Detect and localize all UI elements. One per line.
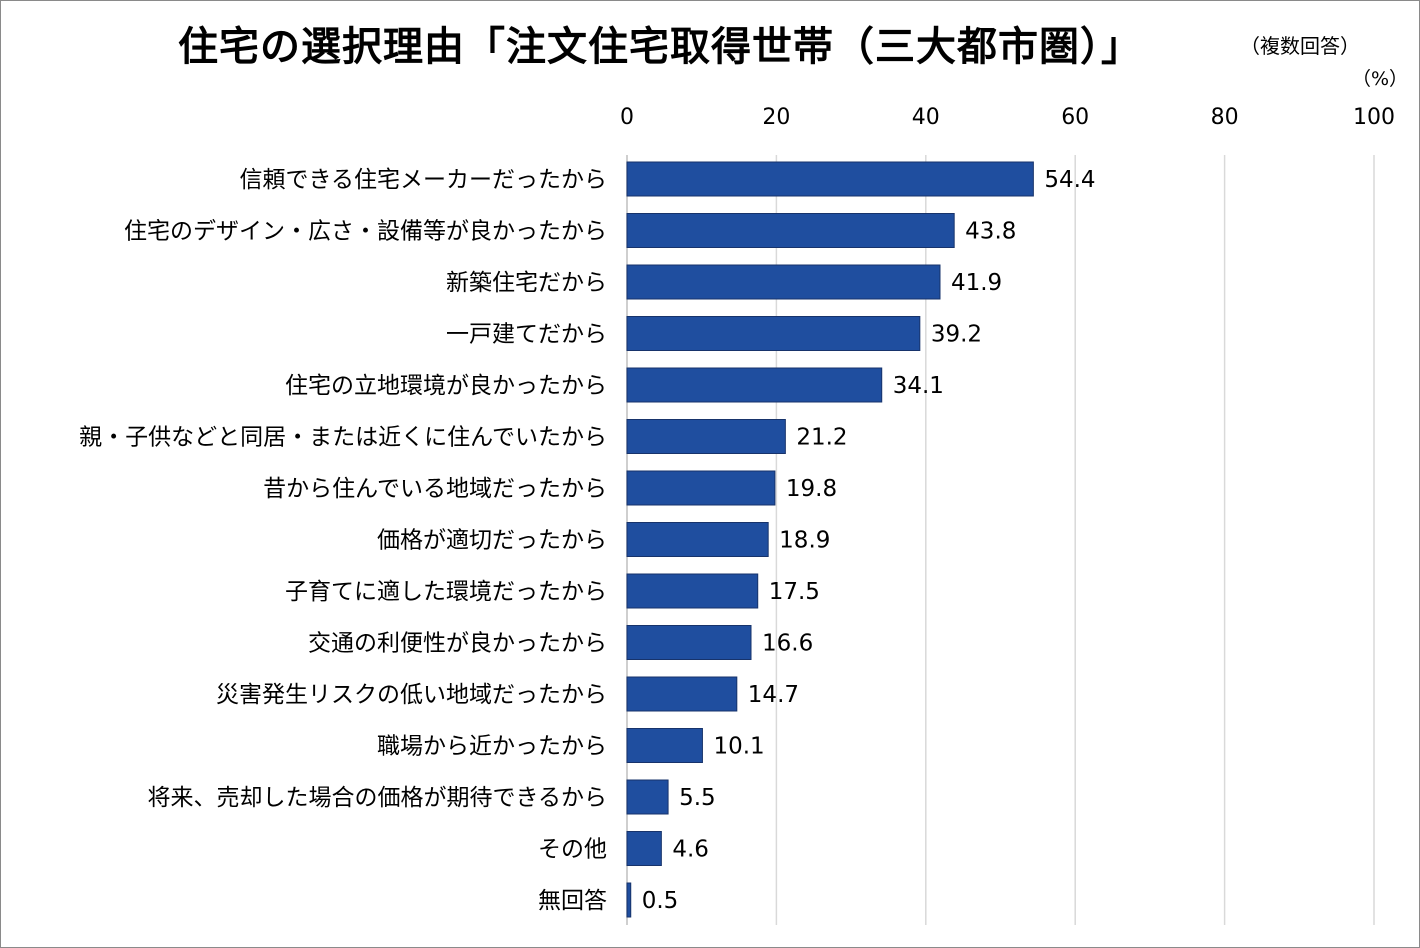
bar bbox=[626, 882, 632, 918]
chart-title: 住宅の選択理由「注文住宅取得世帯（三大都市圏）」 bbox=[178, 24, 1142, 70]
data-label: 34.1 bbox=[893, 373, 944, 399]
x-tick-label: 100 bbox=[1353, 105, 1395, 130]
chart-subtitle: （複数回答） bbox=[1240, 34, 1360, 58]
category-label: 災害発生リスクの低い地域だったから bbox=[216, 682, 607, 708]
category-label: その他 bbox=[538, 837, 607, 863]
bar bbox=[626, 676, 738, 712]
category-label: 新築住宅だから bbox=[446, 270, 607, 296]
bar bbox=[626, 831, 662, 866]
data-label: 14.7 bbox=[748, 682, 799, 708]
bar bbox=[626, 470, 776, 506]
category-label: 一戸建てだから bbox=[446, 322, 607, 348]
bar bbox=[626, 264, 941, 300]
bar bbox=[626, 213, 955, 248]
x-tick-label: 80 bbox=[1211, 105, 1239, 130]
bar bbox=[626, 367, 883, 403]
category-label: 信頼できる住宅メーカーだったから bbox=[239, 167, 607, 193]
unit-label: （%） bbox=[1352, 68, 1409, 90]
category-label: 無回答 bbox=[538, 888, 607, 914]
bar bbox=[626, 316, 921, 351]
data-label: 5.5 bbox=[679, 785, 716, 811]
category-label: 職場から近かったから bbox=[377, 734, 607, 760]
category-label: 交通の利便性が良かったから bbox=[308, 631, 607, 657]
data-label: 54.4 bbox=[1044, 167, 1095, 193]
data-label: 17.5 bbox=[769, 579, 820, 605]
x-tick-label: 40 bbox=[912, 105, 940, 130]
data-label: 19.8 bbox=[786, 476, 837, 502]
x-tick-label: 20 bbox=[762, 105, 790, 130]
x-tick-label: 0 bbox=[620, 105, 634, 130]
data-label: 4.6 bbox=[672, 837, 709, 863]
bar bbox=[626, 573, 759, 609]
category-label: 子育てに適した環境だったから bbox=[285, 579, 607, 605]
data-label: 21.2 bbox=[796, 425, 847, 451]
bar bbox=[626, 625, 752, 660]
bar bbox=[626, 728, 703, 763]
data-label: 16.6 bbox=[762, 631, 813, 657]
bar bbox=[626, 522, 769, 557]
category-label: 住宅の立地環境が良かったから bbox=[285, 373, 607, 399]
data-label: 0.5 bbox=[642, 888, 679, 914]
x-tick-label: 60 bbox=[1061, 105, 1089, 130]
category-label: 将来、売却した場合の価格が期待できるから bbox=[147, 785, 607, 811]
bar bbox=[626, 779, 669, 815]
bar bbox=[626, 161, 1034, 197]
data-label: 10.1 bbox=[713, 734, 764, 760]
data-label: 18.9 bbox=[779, 528, 830, 554]
category-label: 住宅のデザイン・広さ・設備等が良かったから bbox=[124, 219, 607, 245]
data-label: 41.9 bbox=[951, 270, 1002, 296]
category-label: 親・子供などと同居・または近くに住んでいたから bbox=[79, 425, 607, 451]
category-label: 昔から住んでいる地域だったから bbox=[263, 476, 607, 502]
category-label: 価格が適切だったから bbox=[377, 528, 607, 554]
data-label: 39.2 bbox=[931, 322, 982, 348]
data-label: 43.8 bbox=[965, 219, 1016, 245]
bar bbox=[626, 419, 786, 454]
